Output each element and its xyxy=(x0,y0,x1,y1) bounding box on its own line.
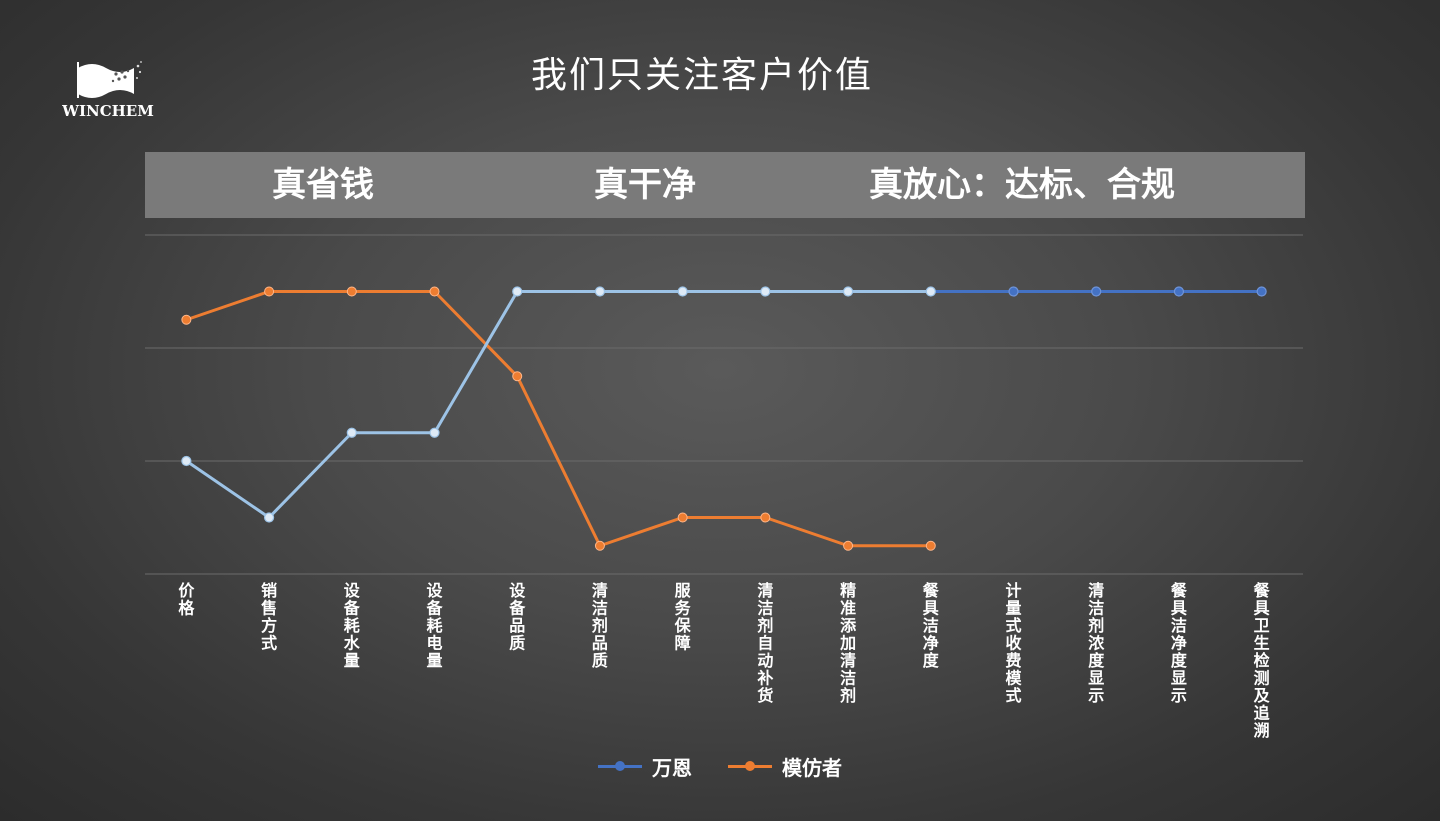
x-tick-label: 设备耗电量 xyxy=(425,581,443,670)
point-imitator xyxy=(760,512,771,523)
point-wanen xyxy=(1008,286,1019,297)
point-wanen xyxy=(925,286,936,297)
point-wanen xyxy=(1173,286,1185,297)
x-tick-label: 餐具洁净度显示 xyxy=(1170,581,1188,705)
legend-item-wanen: 万恩 xyxy=(598,752,692,781)
flag-icon xyxy=(77,61,142,98)
legend-swatch-wanen xyxy=(598,759,642,773)
page-title: 我们只关注客户价值 xyxy=(530,55,873,96)
x-tick-label: 餐具卫生检测及追溯 xyxy=(1253,581,1271,740)
x-tick-label: 清洁剂品质 xyxy=(592,581,608,670)
series-wanen-segment xyxy=(184,459,271,519)
point-imitator xyxy=(512,371,523,382)
point-imitator xyxy=(264,286,275,297)
band-item-compliance: 真放心：达标、合规 xyxy=(869,165,1175,205)
x-tick-label: 计量式收费模式 xyxy=(1005,581,1022,705)
x-tick-label: 价格 xyxy=(178,581,195,618)
point-imitator xyxy=(181,314,192,325)
point-wanen xyxy=(760,286,771,297)
value-band: 真省钱 真干净 真放心：达标、合规 xyxy=(145,152,1305,218)
x-tick-label: 销售方式 xyxy=(261,581,277,653)
series-wanen-segment xyxy=(433,290,519,435)
point-wanen xyxy=(429,427,440,438)
point-wanen xyxy=(263,512,275,523)
point-wanen xyxy=(346,427,357,438)
point-imitator xyxy=(843,540,854,551)
winchem-logo: WINCHEM xyxy=(56,58,160,122)
point-imitator xyxy=(594,540,605,551)
x-tick-label: 清洁剂自动补货 xyxy=(756,581,773,705)
series-imitator-segment xyxy=(184,290,271,322)
x-tick-label: 清洁剂浓度显示 xyxy=(1088,581,1105,705)
point-wanen xyxy=(181,455,192,467)
point-wanen xyxy=(512,286,523,297)
point-wanen xyxy=(677,286,688,297)
point-wanen xyxy=(1256,286,1267,297)
legend-swatch-imitator xyxy=(728,759,772,773)
series-imitator-segment xyxy=(598,516,685,548)
point-wanen xyxy=(594,286,606,297)
band-item-save-money: 真省钱 xyxy=(272,165,374,205)
legend-label-wanen: 万恩 xyxy=(652,755,692,780)
point-wanen xyxy=(1091,286,1102,297)
band-item-clean: 真干净 xyxy=(594,165,696,205)
series-imitator-segment xyxy=(433,290,519,378)
legend-item-imitator: 模仿者 xyxy=(728,752,842,781)
point-imitator xyxy=(677,512,688,523)
point-wanen xyxy=(842,286,854,297)
series-wanen-segment xyxy=(267,431,354,519)
x-tick-label: 精准添加清洁剂 xyxy=(839,581,857,705)
x-tick-label: 设备品质 xyxy=(508,581,526,653)
point-imitator xyxy=(925,540,936,551)
x-tick-label: 服务保障 xyxy=(674,581,692,653)
series-imitator-segment xyxy=(763,516,850,548)
chart-legend: 万恩 模仿者 xyxy=(598,752,878,780)
legend-label-imitator: 模仿者 xyxy=(782,755,842,780)
logo-text: WINCHEM xyxy=(62,102,154,120)
series-imitator-segment xyxy=(515,374,602,548)
point-imitator xyxy=(429,286,440,297)
point-imitator xyxy=(346,286,357,297)
x-tick-label: 餐具洁净度 xyxy=(922,581,940,670)
x-tick-label: 设备耗水量 xyxy=(343,581,361,670)
